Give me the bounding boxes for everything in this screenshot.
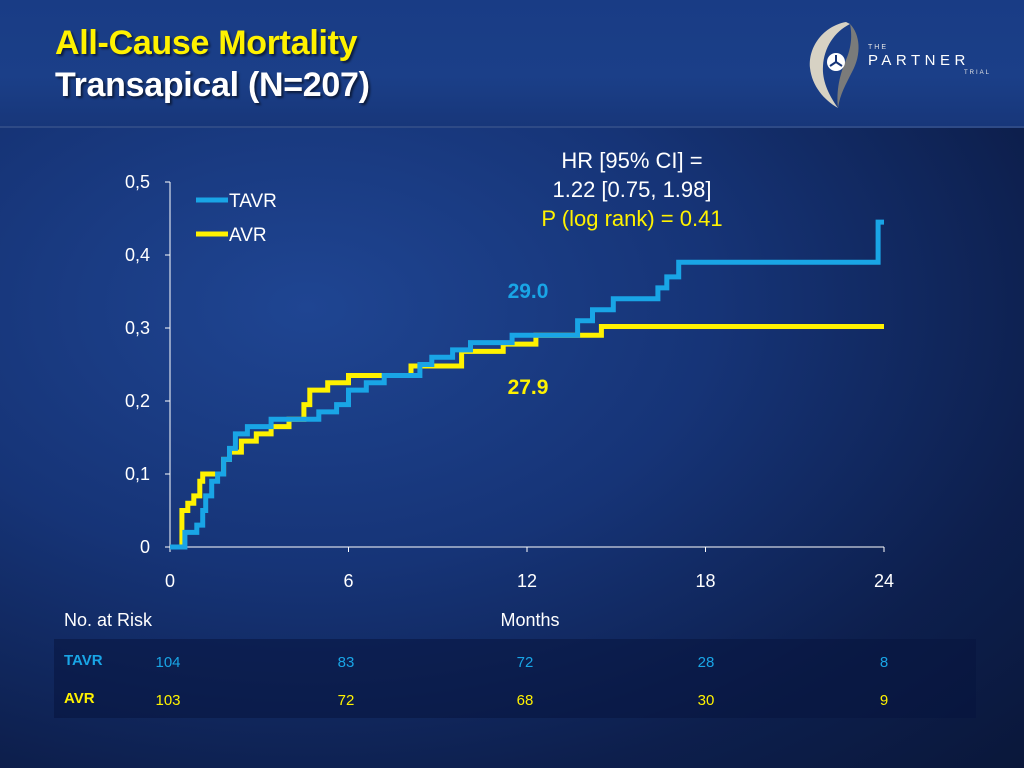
risk-row-tavr: TAVR 104 83 72 28 8 [54,649,976,673]
p-value: P (log rank) = 0.41 [541,206,723,231]
logo-the-text: THE [868,44,888,51]
risk-table: TAVR 104 83 72 28 8 AVR 103 72 68 30 9 [54,639,976,718]
end-label-avr: 27.9 [508,376,549,399]
end-label-tavr: 29.0 [508,280,549,303]
risk-value: 72 [516,654,534,671]
risk-value: 28 [697,654,715,671]
x-tick-label: 12 [517,571,537,591]
legend-label: TAVR [229,191,277,212]
legend-label: AVR [229,225,267,246]
y-tick-label: 0 [140,537,150,557]
hazard-ratio-box: HR [95% CI] = 1.22 [0.75, 1.98] P (log r… [502,146,762,233]
y-tick-label: 0,3 [125,318,150,338]
slide-title: All-Cause Mortality [55,24,358,62]
risk-value: 104 [155,654,181,671]
x-tick-label: 18 [695,571,715,591]
chart-series [170,219,884,550]
risk-value: 30 [697,692,715,709]
chart-annotations: 29.0 27.9 [508,280,549,399]
x-tick-label: 0 [165,571,175,591]
risk-value: 9 [879,692,889,709]
logo-trial-text: TRIAL [964,70,992,76]
x-axis-label: Months [500,610,560,630]
risk-row-avr: AVR 103 72 68 30 9 [54,687,976,711]
y-tick-label: 0,4 [125,245,150,265]
hr-label: HR [95% CI] = [561,148,703,173]
chart-axes: 0 0,1 0,2 0,3 0,4 0,5 0 6 12 18 24 [125,172,894,591]
y-tick-label: 0,1 [125,464,150,484]
series-line-avr [170,324,884,550]
risk-table-title: No. at Risk [64,610,153,630]
logo-swirl-icon [809,22,859,108]
risk-value: 83 [337,654,355,671]
risk-row-label: TAVR [64,652,103,669]
x-tick-label: 24 [874,571,894,591]
x-tick-label: 6 [343,571,353,591]
risk-value: 8 [879,654,889,671]
logo-name-text: PARTNER [868,52,970,69]
series-line-tavr [170,219,884,550]
slide-subtitle: Transapical (N=207) [55,66,370,104]
y-tick-label: 0,5 [125,172,150,192]
risk-row-label: AVR [64,690,95,707]
partner-trial-logo: THE PARTNER TRIAL [806,16,1006,112]
hr-value: 1.22 [0.75, 1.98] [552,177,712,202]
y-tick-label: 0,2 [125,391,150,411]
risk-value: 72 [337,692,355,709]
chart-legend: TAVR AVR [196,191,277,246]
risk-value: 103 [155,692,181,709]
risk-value: 68 [516,692,534,709]
